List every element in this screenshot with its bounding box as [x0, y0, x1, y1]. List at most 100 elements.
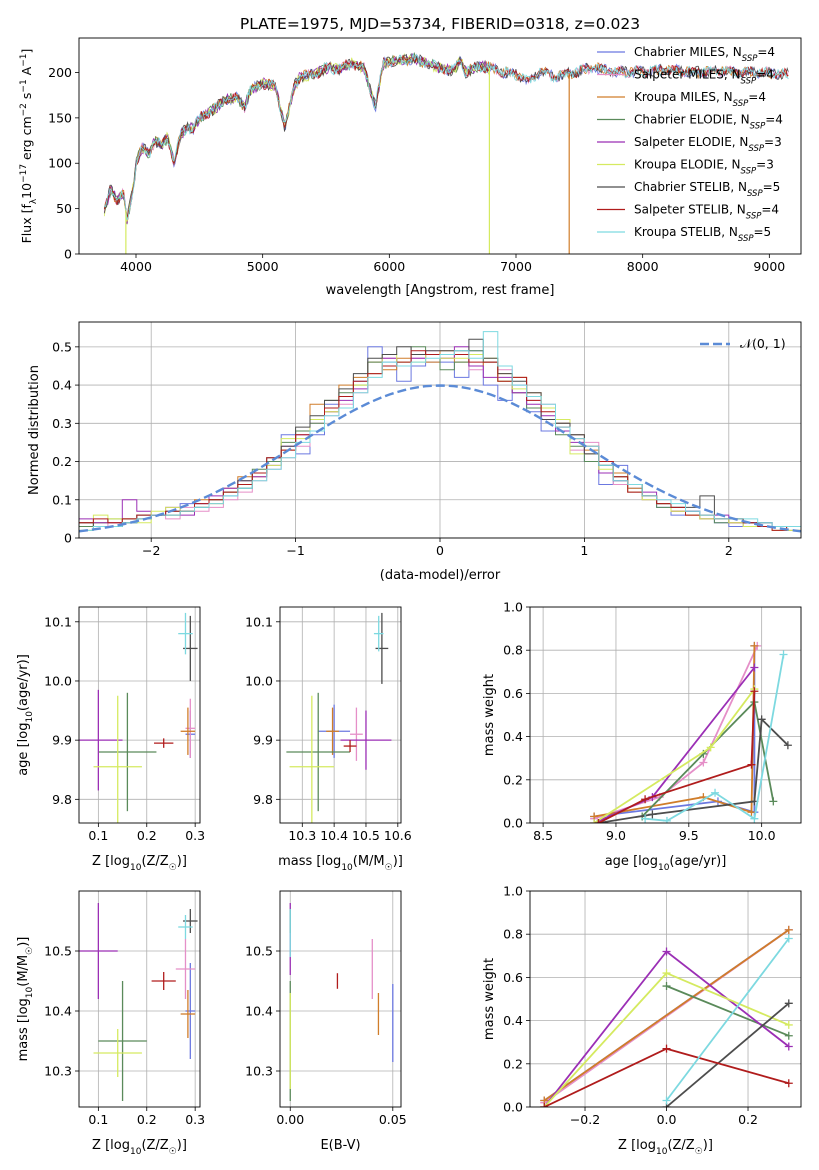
legend-label-part: SSP	[748, 144, 764, 154]
age-vs-mass-axes-frame	[279, 606, 402, 824]
age-vs-z-axes-xlabel-part: 10	[130, 863, 142, 873]
age-vs-z-axes-point-kroupa-elodie	[93, 695, 142, 823]
legend-label-kroupa-miles: Kroupa MILES, NSSP=4	[634, 90, 766, 109]
histogram-axes-xtick-label: −2	[142, 543, 160, 558]
legend-label-part: Kroupa MILES, N	[634, 90, 733, 104]
weight-vs-age-axes-ylabel: mass weight	[482, 674, 497, 756]
weight-vs-age-axes-marker	[747, 760, 756, 769]
spectrum-kroupa-stelib	[104, 52, 789, 221]
legend-label-part: =5	[763, 180, 781, 194]
weight-vs-age-axes-marker	[706, 743, 715, 752]
weight-vs-age-axes-marker	[769, 797, 778, 806]
weight-vs-age-axes-xtick-label: 10.0	[748, 828, 776, 843]
weight-vs-z-axes-ytick-label: 0.4	[503, 1013, 523, 1028]
weight-vs-z-axes-xlabel-part: Z [log	[618, 1138, 656, 1153]
weight-vs-age-axes-xlabel-part: (age/yr)]	[669, 854, 726, 869]
spectrum-chabrier-stelib	[103, 53, 789, 220]
mass-vs-ebv-axes-xlabel: E(B-V)	[320, 1138, 360, 1153]
histogram-axes-plot-area	[79, 322, 801, 538]
weight-vs-age-axes-marker	[750, 641, 759, 650]
mass-vs-z-axes-ylabel-part: (M/M	[16, 955, 31, 987]
spectrum-ylabel-part: erg cm	[19, 116, 34, 164]
mass-vs-z-axes-xlabel: Z [log10(Z/Z☉)]	[92, 1138, 187, 1157]
legend-label-part: SSP	[741, 167, 757, 177]
spectrum-ylabel-part: ]	[19, 49, 34, 54]
mass-vs-z-axes-xtick-label: 0.2	[137, 1112, 157, 1127]
mass-vs-z-axes-ytick-label: 10.3	[44, 1064, 72, 1079]
weight-vs-age-axes-marker	[747, 808, 756, 817]
age-vs-mass-axes-point-salpeter-miles	[350, 707, 363, 761]
legend-label-gaussian: 𝒩(0, 1)	[740, 336, 786, 351]
weight-vs-age-axes-marker	[641, 814, 650, 823]
weight-vs-z-axes-marker	[662, 1096, 671, 1105]
spectrum-axes-ytick-label: 200	[48, 65, 72, 80]
legend-label-part: Salpeter ELODIE, N	[634, 135, 748, 149]
mass-vs-z-axes-xlabel-part: ☉	[169, 1147, 177, 1157]
histogram-xlabel: (data-model)/error	[380, 568, 501, 583]
weight-vs-age-axes-xtick-label: 9.5	[679, 828, 699, 843]
age-vs-mass-axes-point-kroupa-miles	[326, 707, 339, 755]
mass-vs-z-axes-ylabel: mass [log10(M/M☉)]	[16, 937, 35, 1062]
weight-vs-z-axes-ytick-label: 0.2	[503, 1056, 523, 1071]
age-vs-mass-axes-point-kroupa-elodie	[289, 695, 335, 823]
histogram-axes-xtick-label: 0	[436, 543, 444, 558]
legend-label-chabrier-stelib: Chabrier STELIB, NSSP=5	[634, 180, 780, 199]
mass-vs-z-axes-point-chabrier-elodie	[98, 981, 147, 1101]
histogram-step-kroupa-stelib	[79, 331, 801, 531]
age-vs-mass-axes-xtick-label: 10.5	[352, 828, 380, 843]
spectrum-ylabel-part: A	[19, 66, 34, 79]
mass-vs-z-axes-ytick-label: 10.4	[44, 1004, 72, 1019]
mass-vs-z-axes-ylabel-part: mass [log	[16, 998, 31, 1061]
age-vs-mass-axes-xtick-label: 10.3	[288, 828, 316, 843]
spectrum-axes: 4000 5000 6000 7000 8000 9000 0 50 100 150 200 Chab…	[19, 37, 802, 298]
weight-vs-age-axes-marker	[662, 816, 671, 823]
weight-vs-z-axes-ylabel: mass weight	[482, 958, 497, 1040]
spectrum-ylabel-part: −1	[19, 54, 29, 67]
weight-vs-z-axes-marker	[784, 925, 793, 934]
age-vs-z-axes-point-chabrier-elodie	[98, 692, 157, 812]
weight-vs-age-axes-ytick-label: 0.6	[503, 686, 523, 701]
weight-vs-z-axes-xtick-label: 0.2	[738, 1112, 758, 1127]
legend-label-kroupa-elodie: Kroupa ELODIE, NSSP=3	[634, 158, 774, 177]
age-vs-z-axes-ylabel-part: age [log	[16, 723, 31, 776]
mass-vs-z-axes-point-salpeter-stelib	[151, 972, 176, 990]
age-vs-mass-axes-xtick-label: 10.6	[384, 828, 412, 843]
age-vs-mass-axes-point-chabrier-stelib	[375, 612, 389, 684]
age-vs-z-axes-ytick-label: 9.9	[52, 733, 72, 748]
age-vs-z-axes-xlabel-part: ☉	[169, 863, 177, 873]
mass-vs-ebv-axes-ytick-label: 10.4	[245, 1004, 273, 1019]
mass-vs-ebv-axes-ytick-label: 10.3	[245, 1064, 273, 1079]
weight-vs-age-axes-line-salpeter-elodie	[593, 666, 756, 823]
weight-vs-age-axes-marker	[711, 788, 720, 797]
age-vs-z-axes-xlabel-part: (Z/Z	[141, 854, 168, 869]
age-vs-mass-axes-point-salpeter-elodie	[340, 710, 392, 770]
age-vs-mass-axes-ytick-label: 10.1	[245, 614, 273, 629]
legend-label-part: SSP	[741, 77, 757, 87]
mass-vs-z-axes-xlabel-part: 10	[130, 1147, 142, 1157]
weight-vs-z-axes-marker	[784, 999, 793, 1008]
age-vs-z-axes-plot-area	[79, 607, 200, 823]
legend-label-part: Chabrier ELODIE, N	[634, 113, 750, 127]
spectrum-xlabel: wavelength [Angstrom, rest frame]	[326, 283, 555, 298]
age-vs-z-axes-xlabel: Z [log10(Z/Z☉)]	[92, 854, 187, 873]
age-vs-mass-axes-point-chabrier-elodie	[286, 692, 351, 812]
panels: 4000 5000 6000 7000 8000 9000050100150200Chab…	[16, 37, 802, 1157]
weight-vs-z-axes-ytick-label: 1.0	[503, 884, 523, 899]
weight-vs-z-axes-marker	[662, 947, 671, 956]
weight-vs-age-axes-marker	[783, 741, 792, 750]
legend-label-part: =4	[765, 113, 783, 127]
spectrum-ylabel-part: s	[19, 93, 34, 104]
weight-vs-z-axes-line-kroupa-stelib	[665, 937, 790, 1102]
legend-label-salpeter-miles: Salpeter MILES, NSSP=4	[634, 68, 774, 87]
weight-vs-z-axes-frame	[529, 890, 802, 1108]
weight-vs-age-axes-xlabel-part: age [log	[605, 854, 658, 869]
weight-vs-age-axes-marker	[750, 814, 759, 823]
weight-vs-z-axes-line-chabrier-stelib	[665, 1002, 790, 1107]
spectrum-ylabel-part: λ	[29, 198, 39, 204]
age-vs-z-axes-ylabel-part: (age/yr)]	[16, 654, 31, 711]
legend-label-part: Salpeter STELIB, N	[634, 203, 746, 217]
legend-label-part: =4	[748, 90, 766, 104]
age-vs-mass-axes-plot-area	[280, 607, 401, 823]
weight-vs-age-axes-xtick-label: 8.5	[533, 828, 553, 843]
age-vs-mass-axes-xlabel: mass [log10(M/M☉)]	[278, 854, 403, 873]
